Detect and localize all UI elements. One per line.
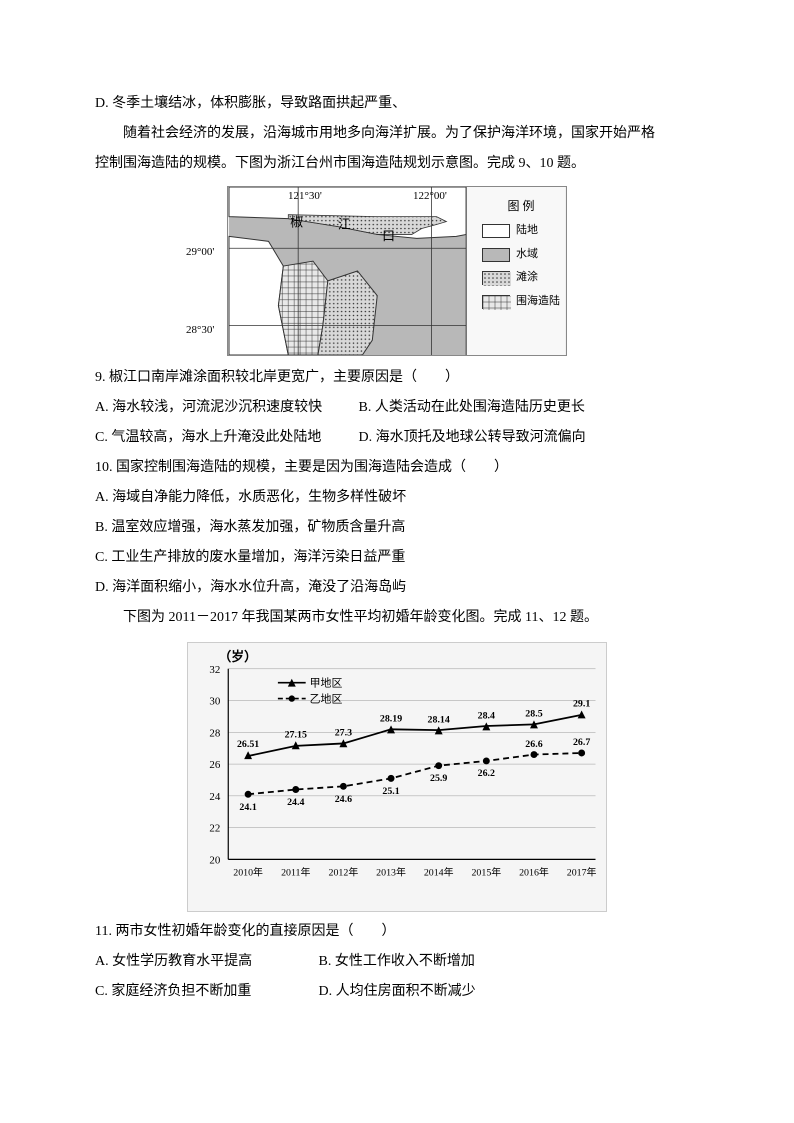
svg-text:28: 28 (209, 727, 220, 739)
svg-text:28.4: 28.4 (478, 710, 495, 721)
legend-label-land: 陆地 (516, 222, 538, 240)
svg-text:20: 20 (209, 854, 220, 866)
q9-opt-d: D. 海水顶托及地球公转导致河流偏向 (359, 424, 586, 452)
svg-text:26.2: 26.2 (478, 768, 495, 779)
q11-opt-b: B. 女性工作收入不断增加 (319, 948, 475, 976)
svg-text:24.4: 24.4 (287, 797, 304, 808)
legend-item-land: 陆地 (482, 222, 560, 240)
legend-swatch-tidal (482, 271, 510, 285)
chart-svg: （岁） 32 30 28 26 24 22 20 2010年 2011年 201… (188, 643, 606, 911)
svg-text:28.14: 28.14 (428, 714, 450, 725)
q10-opt-b: B. 温室效应增强，海水蒸发加强，矿物质含量升高 (95, 514, 699, 542)
svg-text:30: 30 (209, 696, 220, 708)
coord-left-bottom: 28°30' (186, 319, 214, 341)
svg-text:江: 江 (338, 218, 351, 232)
legend-swatch-water (482, 248, 510, 262)
q11-stem: 11. 两市女性初婚年龄变化的直接原因是（ ） (95, 918, 699, 946)
q9-opt-c: C. 气温较高，海水上升淹没此处陆地 (95, 424, 355, 452)
svg-text:2010年: 2010年 (233, 865, 263, 878)
legend-swatch-land (482, 224, 510, 238)
passage1-line1: 随着社会经济的发展，沿海城市用地多向海洋扩展。为了保护海洋环境，国家开始严格 (95, 120, 699, 148)
q11-options-cd: C. 家庭经济负担不断加重 D. 人均住房面积不断减少 (95, 978, 699, 1006)
svg-text:24.6: 24.6 (335, 794, 352, 805)
svg-text:32: 32 (209, 664, 220, 676)
q9-opt-a: A. 海水较浅，河流泥沙沉积速度较快 (95, 394, 355, 422)
svg-text:甲地区: 甲地区 (310, 677, 343, 690)
coord-left-top: 29°00' (186, 241, 214, 263)
map-figure: 椒 江 口 121°30' 122°00' 29°00' 28°30' 图 例 … (227, 186, 567, 356)
svg-text:2015年: 2015年 (471, 865, 501, 878)
svg-text:25.1: 25.1 (382, 786, 399, 797)
legend-swatch-reclaim (482, 295, 510, 309)
legend-label-tidal: 滩涂 (516, 269, 538, 287)
q11-opt-a: A. 女性学历教育水平提高 (95, 948, 315, 976)
map-legend: 图 例 陆地 水域 滩涂 围海造陆 (482, 197, 560, 317)
q10-stem: 10. 国家控制围海造陆的规模，主要是因为围海造陆会造成（ ） (95, 454, 699, 482)
svg-text:椒: 椒 (290, 216, 303, 230)
passage1-line2: 控制围海造陆的规模。下图为浙江台州市围海造陆规划示意图。完成 9、10 题。 (95, 150, 699, 178)
coord-top-right: 122°00' (413, 185, 447, 207)
svg-text:26: 26 (209, 759, 220, 771)
svg-text:26.7: 26.7 (573, 737, 590, 748)
svg-text:28.5: 28.5 (525, 708, 542, 719)
svg-text:27.3: 27.3 (335, 727, 352, 738)
svg-text:2014年: 2014年 (424, 865, 454, 878)
svg-text:2017年: 2017年 (567, 865, 597, 878)
svg-text:22: 22 (209, 823, 220, 835)
line-chart: （岁） 32 30 28 26 24 22 20 2010年 2011年 201… (187, 642, 607, 912)
q10-opt-a: A. 海域自净能力降低，水质恶化，生物多样性破坏 (95, 484, 699, 512)
legend-item-tidal: 滩涂 (482, 269, 560, 287)
q9-stem: 9. 椒江口南岸滩涂面积较北岸更宽广，主要原因是（ ） (95, 364, 699, 392)
q11-options-ab: A. 女性学历教育水平提高 B. 女性工作收入不断增加 (95, 948, 699, 976)
svg-text:26.51: 26.51 (237, 739, 259, 750)
svg-text:25.9: 25.9 (430, 773, 447, 784)
svg-text:29.1: 29.1 (573, 699, 590, 710)
svg-text:28.19: 28.19 (380, 713, 402, 724)
legend-item-reclaim: 围海造陆 (482, 293, 560, 311)
svg-text:乙地区: 乙地区 (310, 693, 343, 706)
q11-opt-c: C. 家庭经济负担不断加重 (95, 978, 315, 1006)
svg-text:2011年: 2011年 (281, 865, 310, 878)
legend-title: 图 例 (482, 197, 560, 216)
svg-text:27.15: 27.15 (285, 729, 307, 740)
q10-opt-c: C. 工业生产排放的废水量增加，海洋污染日益严重 (95, 544, 699, 572)
q9-options-ab: A. 海水较浅，河流泥沙沉积速度较快 B. 人类活动在此处围海造陆历史更长 (95, 394, 699, 422)
svg-text:2016年: 2016年 (519, 865, 549, 878)
svg-text:2013年: 2013年 (376, 865, 406, 878)
legend-label-water: 水域 (516, 246, 538, 264)
passage2: 下图为 2011－2017 年我国某两市女性平均初婚年龄变化图。完成 11、12… (95, 604, 699, 632)
legend-label-reclaim: 围海造陆 (516, 293, 560, 311)
coord-top-left: 121°30' (288, 185, 322, 207)
q9-options-cd: C. 气温较高，海水上升淹没此处陆地 D. 海水顶托及地球公转导致河流偏向 (95, 424, 699, 452)
q9-opt-b: B. 人类活动在此处围海造陆历史更长 (359, 394, 585, 422)
option-d-prev: D. 冬季土壤结冰，体积膨胀，导致路面拱起严重、 (95, 90, 699, 118)
svg-text:口: 口 (382, 229, 395, 243)
q11-opt-d: D. 人均住房面积不断减少 (319, 978, 476, 1006)
svg-text:26.6: 26.6 (525, 739, 542, 750)
q10-opt-d: D. 海洋面积缩小，海水水位升高，淹没了沿海岛屿 (95, 574, 699, 602)
svg-text:24.1: 24.1 (239, 802, 256, 813)
svg-text:24: 24 (209, 791, 220, 803)
svg-text:（岁）: （岁） (218, 649, 257, 664)
legend-item-water: 水域 (482, 246, 560, 264)
svg-text:2012年: 2012年 (329, 865, 359, 878)
